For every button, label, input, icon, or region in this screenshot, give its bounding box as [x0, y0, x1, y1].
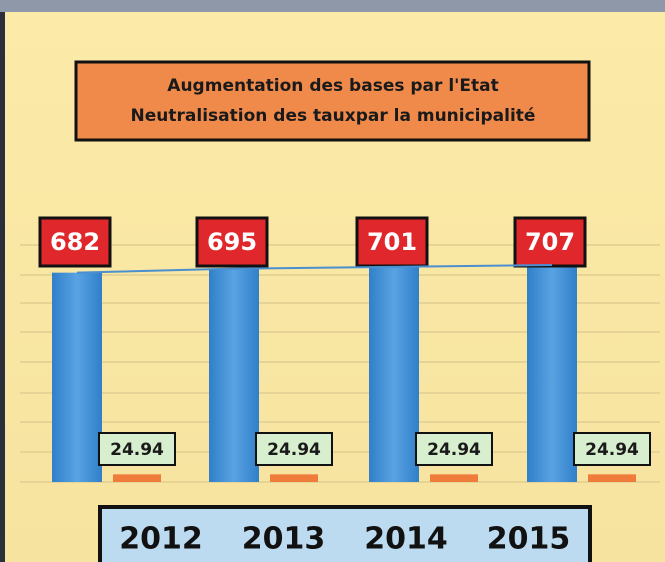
value-label: 24.94 — [110, 440, 164, 460]
chart-subtitle: Neutralisation des tauxpar la municipali… — [131, 106, 536, 126]
value-label: 701 — [367, 228, 417, 256]
x-tick-label: 2013 — [242, 522, 326, 557]
bar — [527, 265, 577, 482]
bar — [52, 273, 102, 482]
value-label: 24.94 — [585, 440, 639, 460]
bar — [209, 269, 259, 482]
value-label: 695 — [207, 228, 257, 256]
value-label: 682 — [50, 228, 100, 256]
panel-edge — [0, 12, 5, 562]
value-label: 707 — [525, 228, 575, 256]
x-tick-label: 2014 — [364, 522, 448, 557]
x-tick-label: 2012 — [119, 522, 203, 557]
bar — [113, 474, 161, 482]
bar — [430, 474, 478, 482]
value-label: 24.94 — [427, 440, 481, 460]
bar — [369, 267, 419, 482]
value-label: 24.94 — [267, 440, 321, 460]
bar — [270, 474, 318, 482]
x-tick-label: 2015 — [487, 522, 571, 557]
chart-title: Augmentation des bases par l'Etat — [167, 76, 498, 96]
title-box — [76, 62, 589, 140]
chart: Augmentation des bases par l'Etat Neutra… — [0, 0, 665, 562]
bar — [588, 474, 636, 482]
